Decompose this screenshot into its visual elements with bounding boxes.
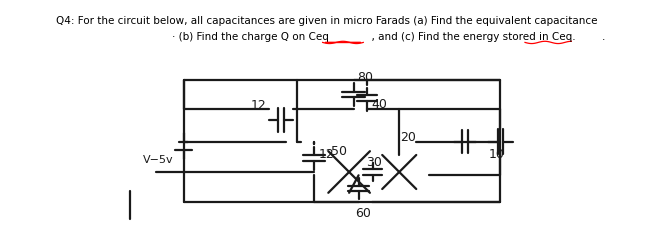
Text: 12: 12: [319, 148, 334, 162]
Text: Q4: For the circuit below, all capacitances are given in micro Farads (a) Find t: Q4: For the circuit below, all capacitan…: [56, 16, 597, 26]
Text: 20: 20: [400, 131, 416, 144]
Text: 50: 50: [331, 145, 347, 158]
Text: 40: 40: [372, 98, 388, 110]
Text: 10: 10: [489, 148, 505, 162]
Text: 12: 12: [251, 99, 266, 112]
Text: , and (c) Find the energy stored in Ceq.: , and (c) Find the energy stored in Ceq.: [365, 32, 576, 42]
Text: 60: 60: [355, 207, 372, 220]
Text: .: .: [601, 32, 605, 42]
Text: 30: 30: [366, 156, 382, 169]
Text: · (b) Find the charge Q on Ceq: · (b) Find the charge Q on Ceq: [172, 32, 329, 42]
Text: V−5v: V−5v: [143, 155, 174, 165]
Text: 80: 80: [357, 71, 373, 84]
